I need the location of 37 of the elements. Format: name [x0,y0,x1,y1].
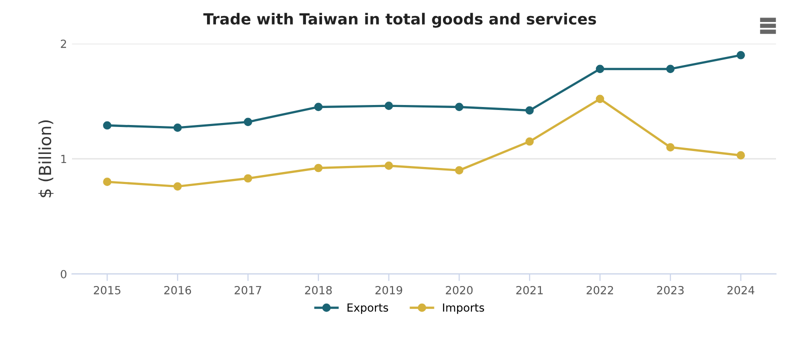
x-tick-label: 2024 [727,286,754,294]
point [525,137,534,146]
point [173,182,182,191]
x-tick-label: 2023 [657,286,684,294]
chart-title: Trade with Taiwan in total goods and services [203,12,596,28]
point [596,64,604,74]
point [244,174,252,183]
legend-label: Exports [348,304,388,314]
point [666,143,675,152]
point [314,164,323,172]
x-tick-label: 2015 [94,286,120,294]
point [596,94,604,104]
point [666,64,675,74]
point [384,102,393,110]
point [455,102,464,112]
point [173,124,182,132]
y-axis-title: $ (Billion) [38,120,54,198]
x-tick-label: 2020 [446,286,473,294]
y-tick-label: 0 [60,270,66,278]
point [244,118,252,126]
x-tick-label: 2022 [586,286,614,294]
x-tick-label: 2019 [375,286,402,294]
point [103,178,112,186]
x-tick-label: 2017 [234,286,262,294]
x-tick-label: 2016 [164,286,192,294]
point [525,106,534,115]
point [736,50,745,60]
x-tick-label: 2021 [516,286,543,294]
point [314,102,323,112]
point [736,151,745,160]
x-tick-label: 2018 [305,286,332,294]
y-tick-label: 1 [61,154,66,164]
legend-label: Imports [443,304,484,314]
point [455,166,464,174]
point [103,121,112,130]
y-tick-label: 2 [60,40,66,48]
point [384,162,393,170]
